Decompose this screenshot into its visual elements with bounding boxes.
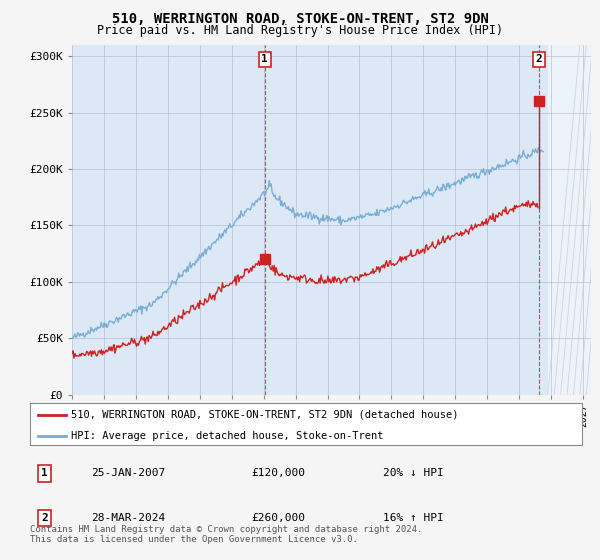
Text: 1: 1 [262,54,268,64]
Text: £120,000: £120,000 [251,468,305,478]
Text: 2: 2 [41,513,48,523]
Text: 2: 2 [536,54,542,64]
Text: HPI: Average price, detached house, Stoke-on-Trent: HPI: Average price, detached house, Stok… [71,431,384,441]
Text: 16% ↑ HPI: 16% ↑ HPI [383,513,444,523]
Bar [548,45,591,395]
Text: 20% ↓ HPI: 20% ↓ HPI [383,468,444,478]
Text: 1: 1 [41,468,48,478]
Text: 510, WERRINGTON ROAD, STOKE-ON-TRENT, ST2 9DN: 510, WERRINGTON ROAD, STOKE-ON-TRENT, ST… [112,12,488,26]
Text: 510, WERRINGTON ROAD, STOKE-ON-TRENT, ST2 9DN (detached house): 510, WERRINGTON ROAD, STOKE-ON-TRENT, ST… [71,409,459,419]
Text: 25-JAN-2007: 25-JAN-2007 [91,468,165,478]
Text: Price paid vs. HM Land Registry's House Price Index (HPI): Price paid vs. HM Land Registry's House … [97,24,503,36]
Text: 28-MAR-2024: 28-MAR-2024 [91,513,165,523]
Text: £260,000: £260,000 [251,513,305,523]
Text: Contains HM Land Registry data © Crown copyright and database right 2024.
This d: Contains HM Land Registry data © Crown c… [30,525,422,544]
